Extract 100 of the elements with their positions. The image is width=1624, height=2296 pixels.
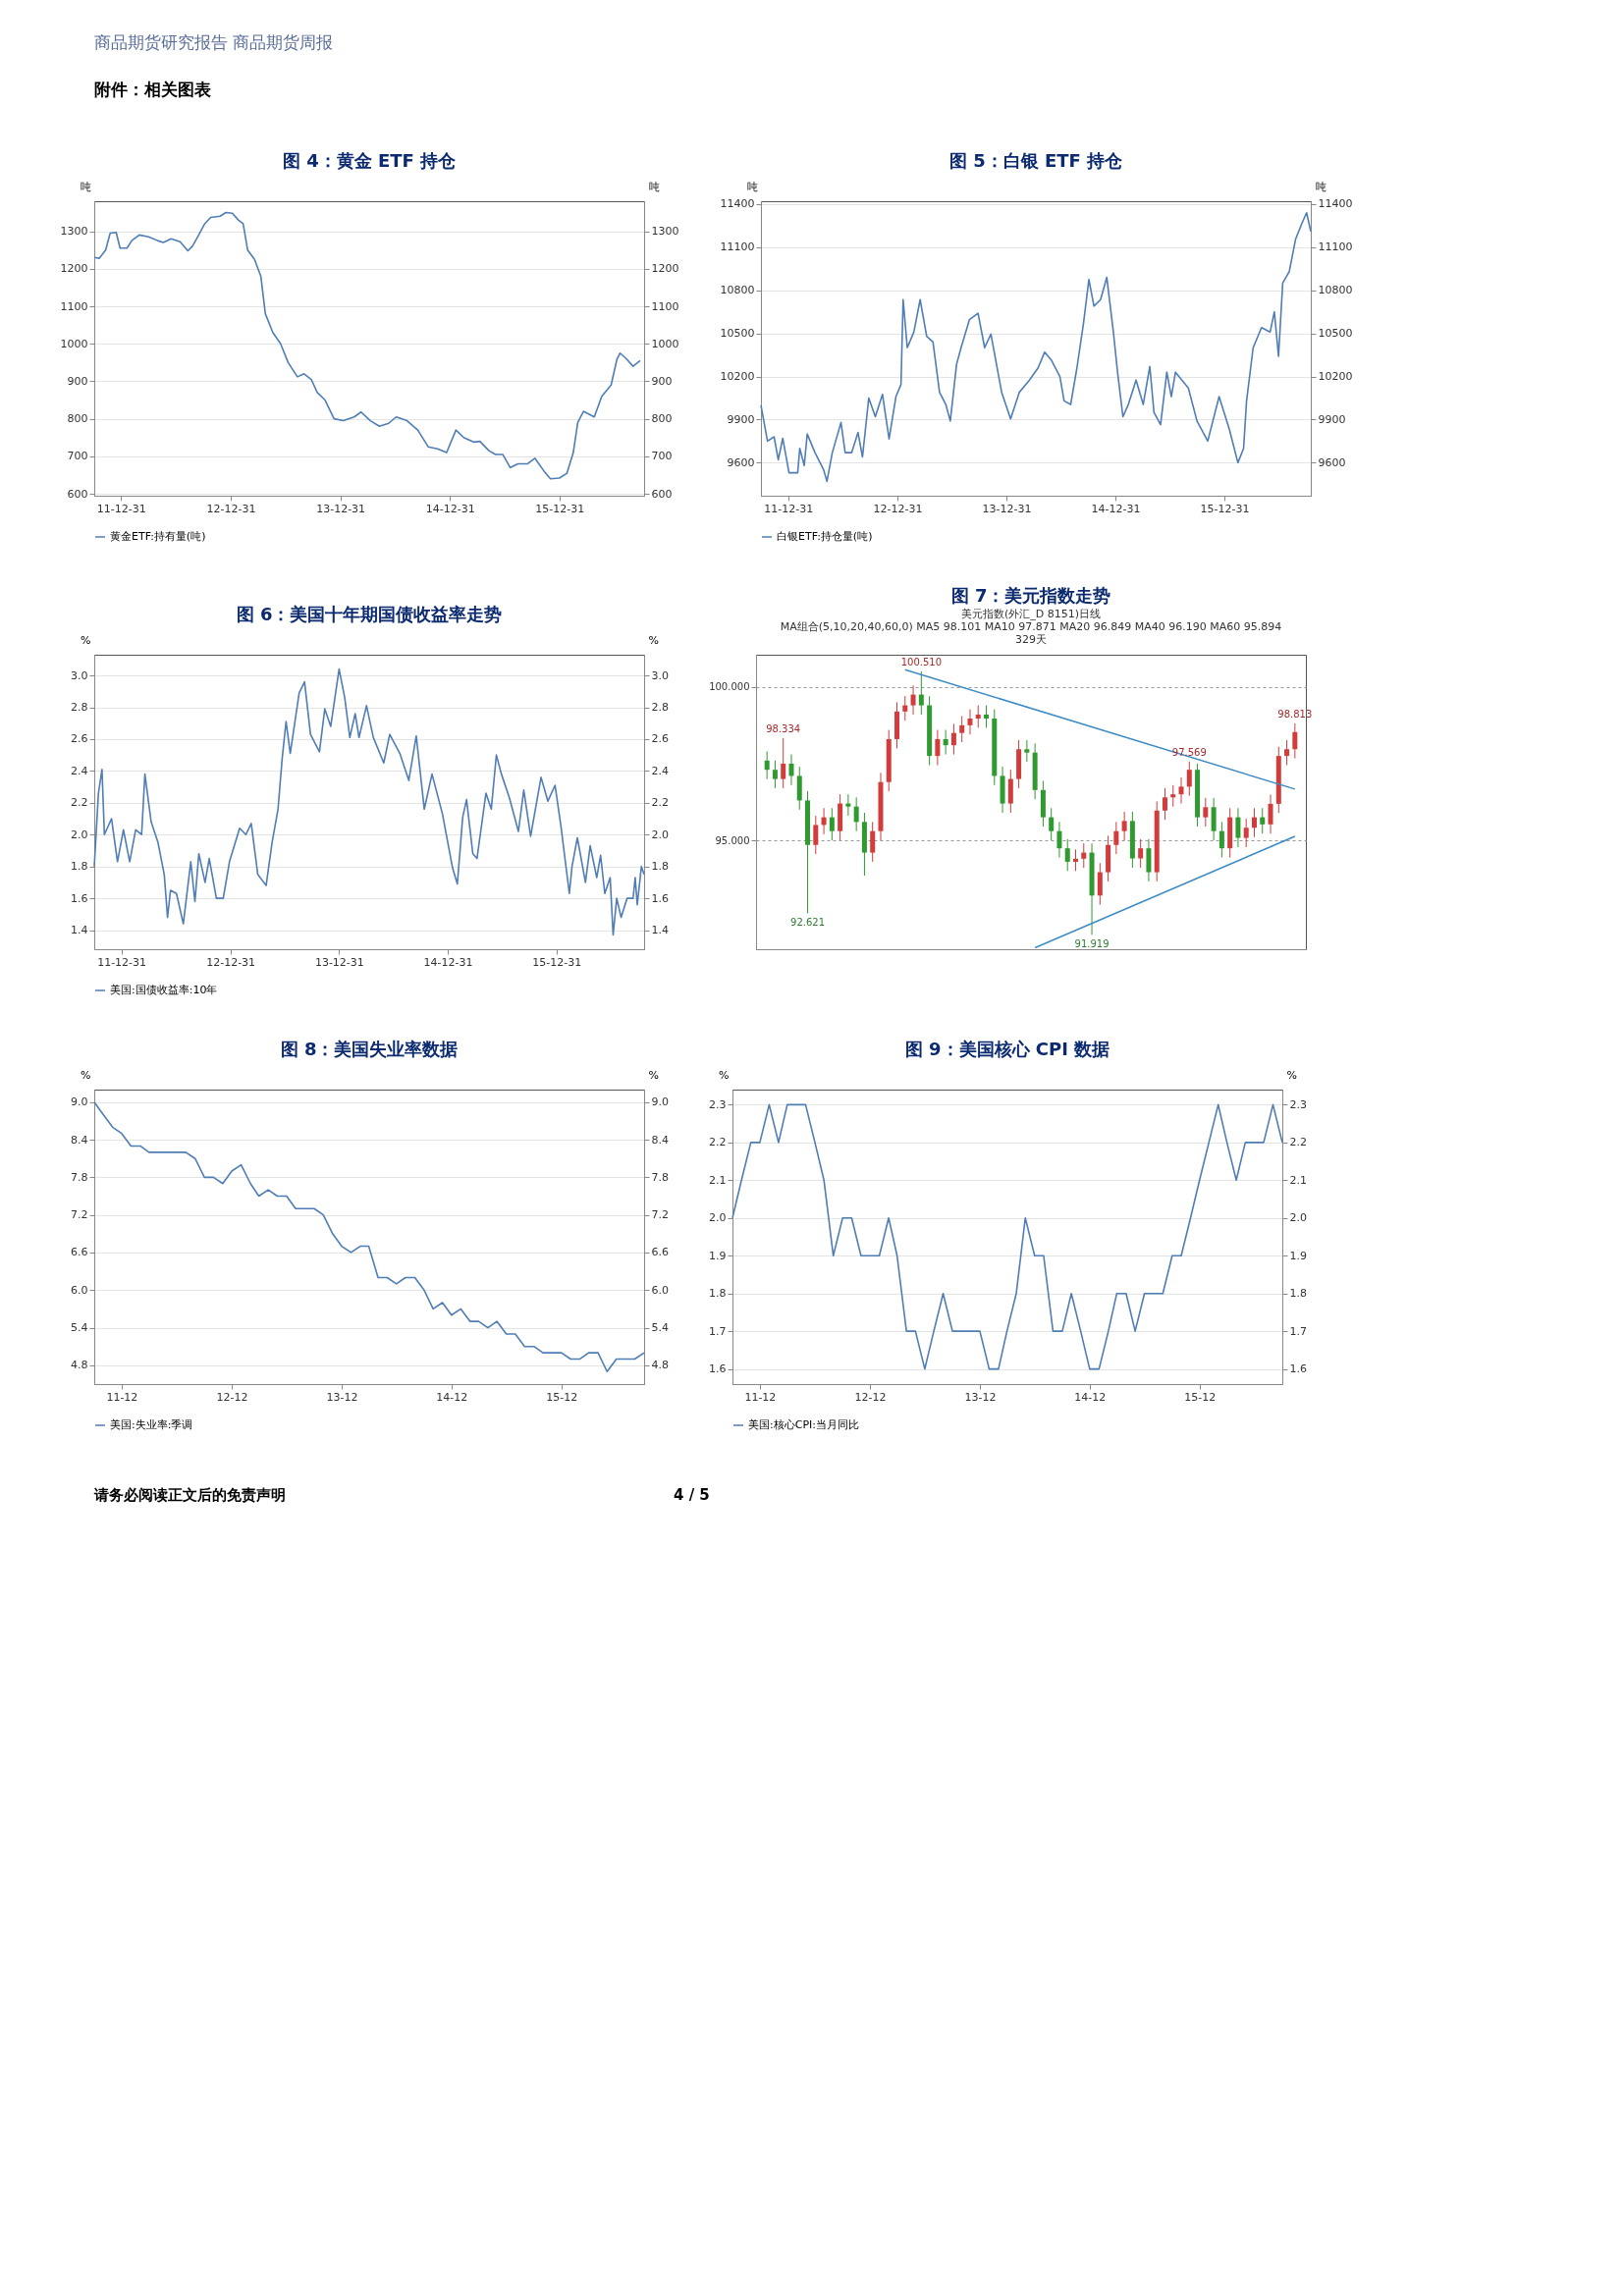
- y2-tick-label: 1.9: [1289, 1249, 1307, 1262]
- y2-tick-label: 6.0: [651, 1283, 669, 1297]
- line-series: [93, 667, 645, 936]
- line-series: [760, 211, 1312, 483]
- y2-tick-label: 7.8: [651, 1170, 669, 1184]
- legend-label: 白银ETF:持仓量(吨): [777, 530, 873, 543]
- text: 商品期货研究报告 商品期货周报: [94, 32, 334, 52]
- x-tick-label: 14-12-31: [425, 502, 475, 515]
- y2-axis-title: %: [648, 1068, 659, 1082]
- y-axis-title: %: [81, 1068, 91, 1082]
- y-tick-label: 100.000: [709, 681, 750, 693]
- candlestick: [1268, 794, 1273, 834]
- y2-tick-label: 1.7: [1289, 1324, 1307, 1338]
- candlestick: [1064, 838, 1070, 872]
- y-tick-label: 6.6: [71, 1246, 88, 1259]
- candlestick: [1056, 821, 1062, 859]
- y2-tick-label: 600: [651, 487, 673, 501]
- y-tick-label: 2.0: [709, 1211, 727, 1225]
- y2-tick-label: 10800: [1318, 284, 1353, 297]
- y-tick-label: 10800: [720, 284, 755, 297]
- y-tick-label: 95.000: [715, 834, 750, 846]
- x-tick-label: 11-12-31: [97, 955, 147, 969]
- candlestick: [1260, 807, 1266, 834]
- y2-tick-label: 1.8: [1289, 1287, 1307, 1301]
- y2-tick-label: 7.2: [651, 1208, 669, 1222]
- y2-tick-label: 2.4: [651, 764, 669, 777]
- y-tick-label: 1.7: [709, 1324, 727, 1338]
- x-tick-label: 15-12-31: [535, 502, 585, 515]
- candlestick: [918, 670, 924, 716]
- candlestick: [967, 709, 973, 735]
- y2-axis-title: %: [1286, 1068, 1297, 1082]
- y-axis-title: 吨: [746, 180, 758, 193]
- candlestick: [950, 722, 956, 756]
- y2-tick-label: 2.0: [651, 828, 669, 841]
- y-tick-label: 2.0: [71, 828, 88, 841]
- text: 4 / 5: [674, 1486, 710, 1504]
- y2-tick-label: 11100: [1318, 240, 1353, 254]
- x-tick-label: 15-12: [546, 1390, 578, 1404]
- y2-tick-label: 800: [651, 412, 673, 426]
- candlestick: [1072, 848, 1078, 872]
- candlestick: [1203, 797, 1209, 828]
- y2-tick-label: 900: [651, 374, 673, 388]
- y2-axis-title: 吨: [1315, 180, 1326, 193]
- candlestick: [943, 729, 948, 756]
- y-axis-title: 吨: [80, 180, 91, 193]
- candlestick: [829, 807, 835, 841]
- candlestick: [781, 737, 786, 789]
- x-tick-label: 13-12-31: [982, 502, 1032, 515]
- x-tick-label: 14-12-31: [423, 955, 473, 969]
- y-tick-label: 7.8: [71, 1170, 88, 1184]
- line-series: [93, 211, 641, 480]
- y-tick-label: 9.0: [71, 1095, 88, 1109]
- candlestick: [1081, 842, 1087, 869]
- y-tick-label: 11100: [720, 240, 755, 254]
- y2-tick-label: 700: [651, 450, 673, 463]
- candlestick: [1170, 784, 1176, 808]
- candlestick: [821, 807, 827, 835]
- candlestick: [870, 821, 876, 863]
- x-tick-label: 11-12: [106, 1390, 138, 1404]
- candlestick: [1186, 761, 1192, 797]
- y-tick-label: 1.8: [71, 860, 88, 874]
- candlestick: [935, 729, 941, 766]
- x-tick-label: 13-12-31: [316, 502, 366, 515]
- x-tick-label: 12-12-31: [873, 502, 923, 515]
- y-tick-label: 6.0: [71, 1283, 88, 1297]
- annotation: 91.919: [1074, 938, 1110, 950]
- y-tick-label: 1.6: [71, 891, 88, 905]
- y-tick-label: 2.4: [71, 764, 88, 777]
- candlestick: [853, 796, 859, 832]
- chart-title: 图 6：美国十年期国债收益率走势: [236, 604, 503, 624]
- candlestick: [1113, 821, 1119, 855]
- y2-axis-title: 吨: [648, 180, 660, 193]
- x-tick-label: 12-12-31: [206, 502, 256, 515]
- y-tick-label: 1100: [60, 299, 88, 313]
- y-tick-label: 8.4: [71, 1133, 88, 1147]
- y2-tick-label: 8.4: [651, 1133, 669, 1147]
- annotation: 97.569: [1171, 746, 1207, 758]
- candlestick: [1284, 739, 1290, 766]
- y2-tick-label: 11400: [1318, 197, 1353, 211]
- legend-label: 美国:国债收益率:10年: [110, 984, 218, 996]
- x-tick-label: 13-12-31: [314, 955, 364, 969]
- y2-tick-label: 1.6: [651, 891, 669, 905]
- y-tick-label: 1000: [60, 337, 88, 350]
- candlestick: [788, 754, 794, 786]
- y-tick-label: 1200: [60, 262, 88, 276]
- y-tick-label: 2.3: [709, 1097, 727, 1111]
- y-tick-label: 2.6: [71, 732, 88, 746]
- candlestick: [1235, 807, 1241, 848]
- y2-tick-label: 2.2: [651, 796, 669, 810]
- x-tick-label: 15-12-31: [532, 955, 582, 969]
- line-series: [93, 1100, 645, 1373]
- y2-tick-label: 9600: [1318, 455, 1346, 469]
- chart-title: 图 8：美国失业率数据: [280, 1039, 459, 1059]
- y2-tick-label: 4.8: [651, 1359, 669, 1372]
- y-tick-label: 3.0: [71, 668, 88, 682]
- y2-tick-label: 1.6: [1289, 1362, 1307, 1376]
- candlestick: [975, 705, 981, 728]
- line-series: [731, 1103, 1283, 1370]
- y-tick-label: 9900: [727, 412, 755, 426]
- y-tick-label: 4.8: [71, 1359, 88, 1372]
